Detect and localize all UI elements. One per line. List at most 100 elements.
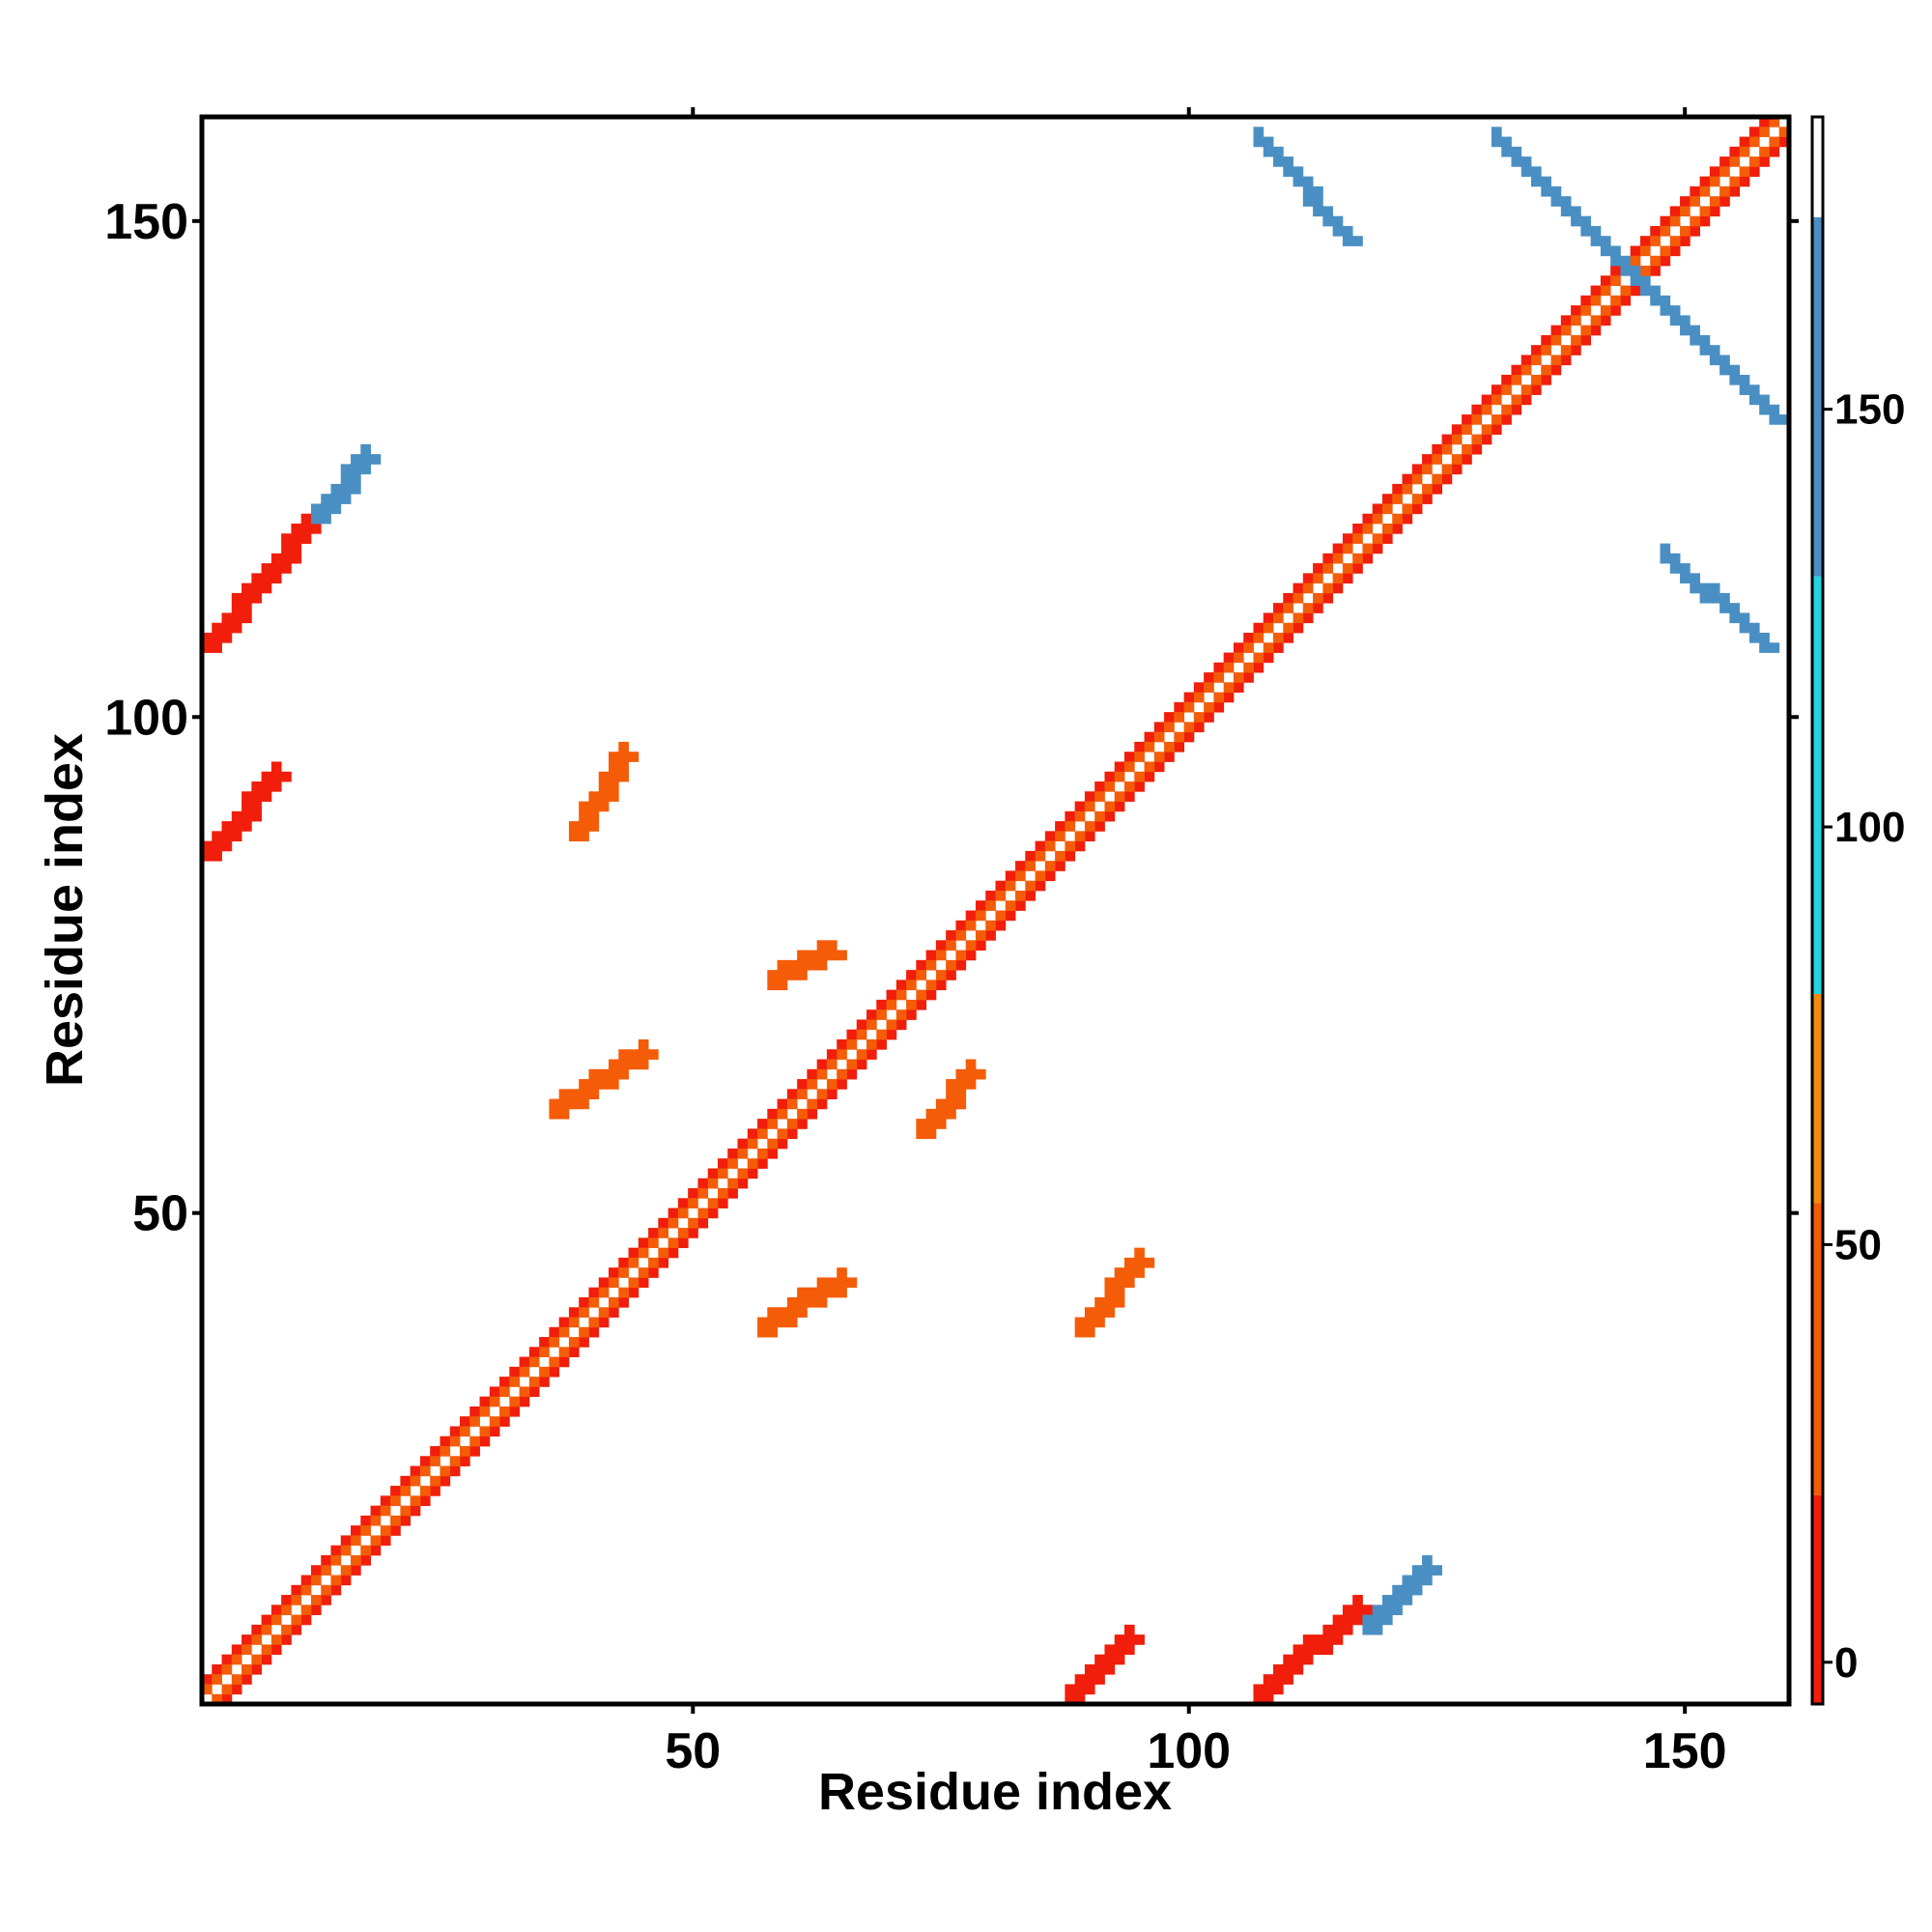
heatmap-cell	[1699, 345, 1711, 355]
heatmap-cell	[688, 1198, 698, 1208]
heatmap-cell	[1134, 741, 1145, 753]
heatmap-cell	[1074, 1326, 1086, 1338]
heatmap-cell	[618, 752, 629, 762]
heatmap-cell	[1432, 473, 1442, 485]
heatmap-cell	[1680, 573, 1690, 584]
heatmap-cell	[1332, 543, 1344, 554]
heatmap-cell	[658, 1247, 669, 1259]
heatmap-cell	[668, 1217, 679, 1229]
heatmap-cell	[955, 1089, 967, 1100]
heatmap-cell	[1094, 810, 1105, 822]
heatmap-cell	[1650, 255, 1661, 267]
heatmap-cell	[1273, 146, 1284, 157]
heatmap-cell	[351, 1554, 361, 1566]
heatmap-cell	[1739, 622, 1750, 634]
heatmap-cell	[1104, 1277, 1116, 1289]
heatmap-cell	[985, 920, 996, 931]
heatmap-cell	[588, 1079, 600, 1090]
heatmap-cell	[1531, 176, 1542, 187]
heatmap-cell	[598, 1079, 610, 1090]
heatmap-cell	[351, 1565, 361, 1576]
heatmap-cell	[867, 1019, 877, 1031]
heatmap-cell	[588, 791, 600, 802]
heatmap-cell	[1313, 573, 1323, 584]
heatmap-cell	[1531, 345, 1542, 355]
heatmap-cell	[707, 1208, 719, 1219]
heatmap-cell	[1074, 801, 1086, 812]
heatmap-cell	[1381, 1605, 1393, 1615]
heatmap-cell	[1332, 553, 1344, 564]
heatmap-cell	[767, 1326, 778, 1338]
heatmap-cell	[1639, 266, 1651, 276]
heatmap-cell	[440, 1446, 451, 1457]
heatmap-cell	[281, 771, 292, 782]
heatmap-cell	[1263, 622, 1274, 634]
colorbar: 0 50 100 150	[1810, 115, 1905, 1706]
heatmap-cell	[777, 1098, 788, 1110]
heatmap-cell	[440, 1435, 451, 1447]
heatmap-cell	[212, 1693, 222, 1705]
heatmap-cell	[212, 1674, 222, 1685]
heatmap-cell	[291, 524, 302, 534]
heatmap-cell	[747, 1128, 758, 1140]
heatmap-cell	[1719, 185, 1730, 197]
heatmap-cell	[1769, 414, 1780, 425]
heatmap-cell	[826, 1079, 838, 1090]
heatmap-cell	[1759, 117, 1770, 128]
heatmap-cell	[807, 1296, 818, 1308]
heatmap-cell	[1164, 752, 1175, 762]
heatmap-cell	[1302, 582, 1314, 594]
heatmap-cell	[757, 1119, 768, 1129]
heatmap-cell	[1580, 334, 1592, 346]
heatmap-cell	[242, 810, 252, 822]
heatmap-cell	[1084, 1663, 1095, 1675]
heatmap-cell	[1571, 334, 1581, 346]
heatmap-cell	[1313, 1634, 1323, 1645]
heatmap-cell	[321, 494, 331, 504]
heatmap-cell	[1153, 731, 1165, 743]
heatmap-cell	[1322, 1644, 1334, 1656]
heatmap-cell	[1342, 573, 1353, 584]
heatmap-cell	[499, 1377, 510, 1387]
heatmap-cell	[1313, 185, 1323, 197]
heatmap-cell	[1253, 127, 1264, 137]
heatmap-cell	[1302, 1644, 1314, 1656]
heatmap-cell	[1719, 603, 1730, 613]
heatmap-cell	[1293, 592, 1304, 604]
heatmap-cell	[270, 1644, 282, 1656]
heatmap-cell	[509, 1366, 520, 1378]
heatmap-cell	[242, 612, 252, 624]
heatmap-cell	[1699, 592, 1711, 604]
heatmap-cell	[221, 612, 233, 624]
heatmap-cell	[867, 1038, 877, 1050]
colorbar-segment	[1812, 1203, 1823, 1495]
heatmap-cell	[231, 1674, 242, 1685]
heatmap-cell	[1283, 1663, 1293, 1675]
heatmap-cell	[1204, 672, 1214, 683]
colorbar-segment	[1812, 1494, 1823, 1704]
heatmap-cell	[1699, 215, 1711, 227]
heatmap-cell	[330, 483, 342, 495]
heatmap-cell	[1342, 236, 1353, 246]
heatmap-cell	[1471, 404, 1483, 415]
heatmap-cell	[568, 821, 580, 832]
heatmap-cell	[270, 553, 282, 564]
heatmap-cell	[1074, 1674, 1086, 1685]
heatmap-cell	[975, 930, 986, 941]
heatmap-cell	[221, 1684, 233, 1695]
heatmap-cell	[1580, 325, 1592, 336]
heatmap-cell	[1778, 414, 1790, 425]
heatmap-cell	[777, 1128, 788, 1140]
heatmap-cell	[1560, 325, 1572, 336]
heatmap-cell	[1074, 810, 1086, 822]
heatmap-cell	[1719, 166, 1730, 178]
heatmap-cell	[1302, 612, 1314, 624]
heatmap-cell	[528, 1356, 540, 1368]
heatmap-cell	[1511, 364, 1522, 376]
heatmap-cell	[1571, 206, 1581, 217]
heatmap-cell	[251, 1624, 263, 1635]
heatmap-cell	[767, 1317, 778, 1328]
heatmap-cell	[1153, 722, 1165, 733]
heatmap-cell	[1243, 632, 1254, 643]
heatmap-cell	[747, 1168, 758, 1179]
